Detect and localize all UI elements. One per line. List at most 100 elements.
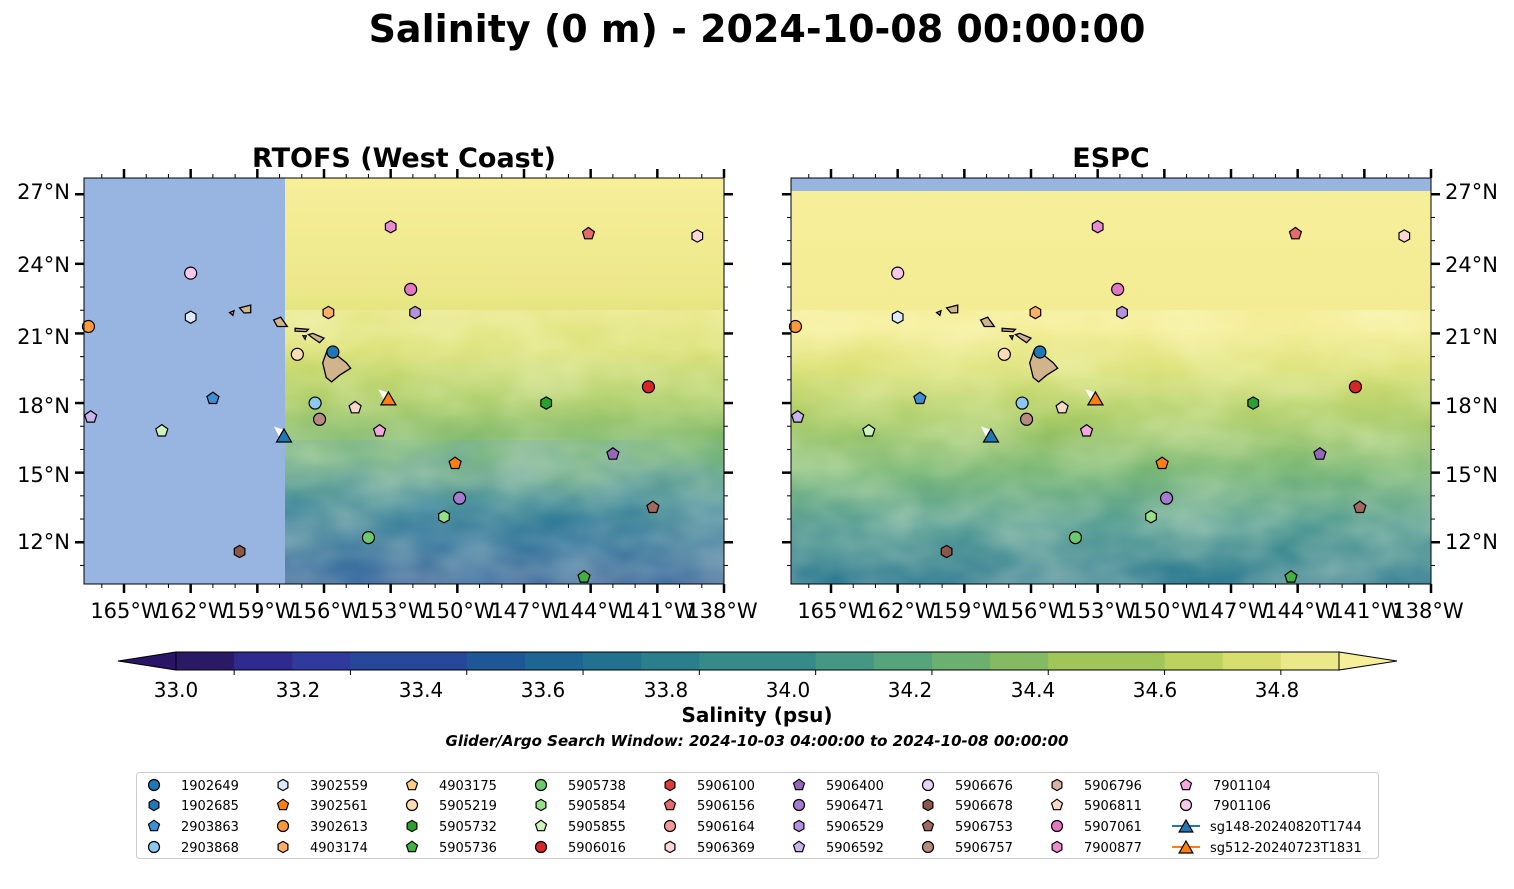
colorbar-bin [931,652,991,670]
glider-track-wake [981,426,990,437]
colorbar-bin [583,652,642,670]
legend-marker-5906678 [922,798,934,812]
legend-label: 1902649 [181,779,239,794]
y-tick-label: 21°N [1445,325,1498,349]
legend-label: 4903175 [439,779,497,794]
legend-item: 5906529 [793,819,884,835]
obs-marker-sg148-20240820T1744 [982,427,1000,443]
obs-marker-5906016 [1348,380,1363,394]
observation-markers-rtofs [81,219,704,583]
legend-marker-5905855 [534,819,548,832]
glider-track-wake [1085,389,1095,400]
colorbar-bin [757,652,817,670]
colorbar-tick-label: 34.6 [1133,678,1178,702]
x-tick-label: 141°W [1330,599,1402,623]
axis-ticks-espc [782,169,1440,593]
x-tick-label: 144°W [1264,599,1336,623]
x-tick-label: 162°W [864,599,936,623]
x-tick-label: 156°W [997,599,1069,623]
x-tick-label: 159°W [224,599,296,623]
panel-title-rtofs: RTOFS (West Coast) [252,143,556,174]
island-shape [301,335,308,341]
obs-marker-5905855 [862,423,876,437]
obs-marker-5906369 [1398,229,1411,243]
obs-marker-5906757 [1019,412,1034,426]
legend-marker-5905854 [535,798,547,812]
obs-marker-5905855 [155,423,169,437]
legend-item: 2903863 [147,819,239,835]
legend-marker-5906400 [792,778,806,791]
axis-ticks-rtofs [75,169,733,593]
colorbar-frame [175,651,1340,671]
legend-item: 5906676 [921,778,1013,794]
obs-marker-4903174 [1029,305,1042,320]
legend-item: 7901106 [1179,798,1271,814]
legend-label: 7901106 [1213,799,1271,814]
legend: 1902649 1902685 2903863 2903868 3902559 39025… [136,772,1379,859]
legend-label: 5906676 [955,779,1013,794]
legend-item: 5906100 [664,778,755,794]
colorbar-tick-label: 34.2 [888,678,933,702]
legend-marker-2903863 [147,819,161,832]
legend-label: 5906529 [826,820,884,835]
obs-marker-5906471 [1159,491,1174,505]
low-salinity-texture-rtofs [285,440,724,584]
y-tick-label: 15°N [1445,463,1498,487]
legend-item: 5906164 [663,819,755,835]
obs-marker-2903868 [1015,396,1029,410]
colorbar-bin [990,652,1049,670]
obs-marker-2903868 [308,396,322,410]
legend-marker-5906156 [663,798,677,811]
obs-marker-3902561 [448,456,462,470]
legend-label: 5906100 [697,779,755,794]
colorbar-tick-label: 33.8 [644,678,689,702]
colorbar-tick-label: 33.2 [276,678,321,702]
legend-label: 5906400 [826,779,884,794]
obs-marker-7901104 [372,423,387,437]
legend-marker-5906676 [921,778,935,792]
legend-label: 5906678 [955,799,1013,814]
legend-marker-5906811 [1050,798,1064,811]
obs-marker-5906156 [1288,226,1303,240]
y-tick-label: 27°N [17,180,70,204]
obs-marker-5905736 [577,569,591,583]
x-tick-label: 165°W [797,599,869,623]
x-tick-label: 159°W [931,599,1003,623]
colorbar-bin [1164,652,1224,670]
island-shape [306,332,326,344]
legend-label: 2903868 [181,841,239,856]
legend-marker-sg512-20240723T1831 [1178,839,1194,854]
obs-marker-5906811 [1055,400,1069,414]
legend-item: 7900877 [1051,840,1142,856]
legend-label: 5905736 [439,841,497,856]
x-tick-label: 138°W [686,599,758,623]
legend-label: 3902559 [310,779,368,794]
legend-item: 5906156 [663,798,755,814]
island-shape [228,309,235,317]
colorbar-bin [1222,652,1282,670]
island-shape [935,309,942,317]
search-window-note: Glider/Argo Search Window: 2024-10-03 04… [446,732,1069,750]
x-tick-label: 147°W [1197,599,1269,623]
obs-marker-5906016 [641,380,656,394]
obs-marker-sg148-20240820T1744 [275,427,293,443]
legend-label: 5905738 [568,779,626,794]
legend-item: 5905738 [534,778,626,794]
island-shape [238,304,252,314]
legend-marker-5906100 [664,778,676,792]
legend-item: sg512-20240723T1831 [1172,839,1362,856]
colorbar-bin [1280,652,1340,670]
legend-item: 5905854 [535,798,626,814]
obs-marker-5905854 [438,509,450,524]
obs-marker-5905732 [1247,396,1260,410]
legend-frame [136,772,1379,859]
legend-marker-5905738 [534,778,548,792]
observation-markers-espc [788,219,1411,583]
colorbar-bins [117,651,1398,675]
legend-item: 7901104 [1179,778,1271,794]
panel-title-espc: ESPC [1072,143,1150,174]
legend-label: 1902685 [181,799,239,814]
colorbar-tick-label: 34.0 [766,678,811,702]
legend-item: 5906753 [921,819,1013,835]
colorbar-bin [292,652,352,670]
